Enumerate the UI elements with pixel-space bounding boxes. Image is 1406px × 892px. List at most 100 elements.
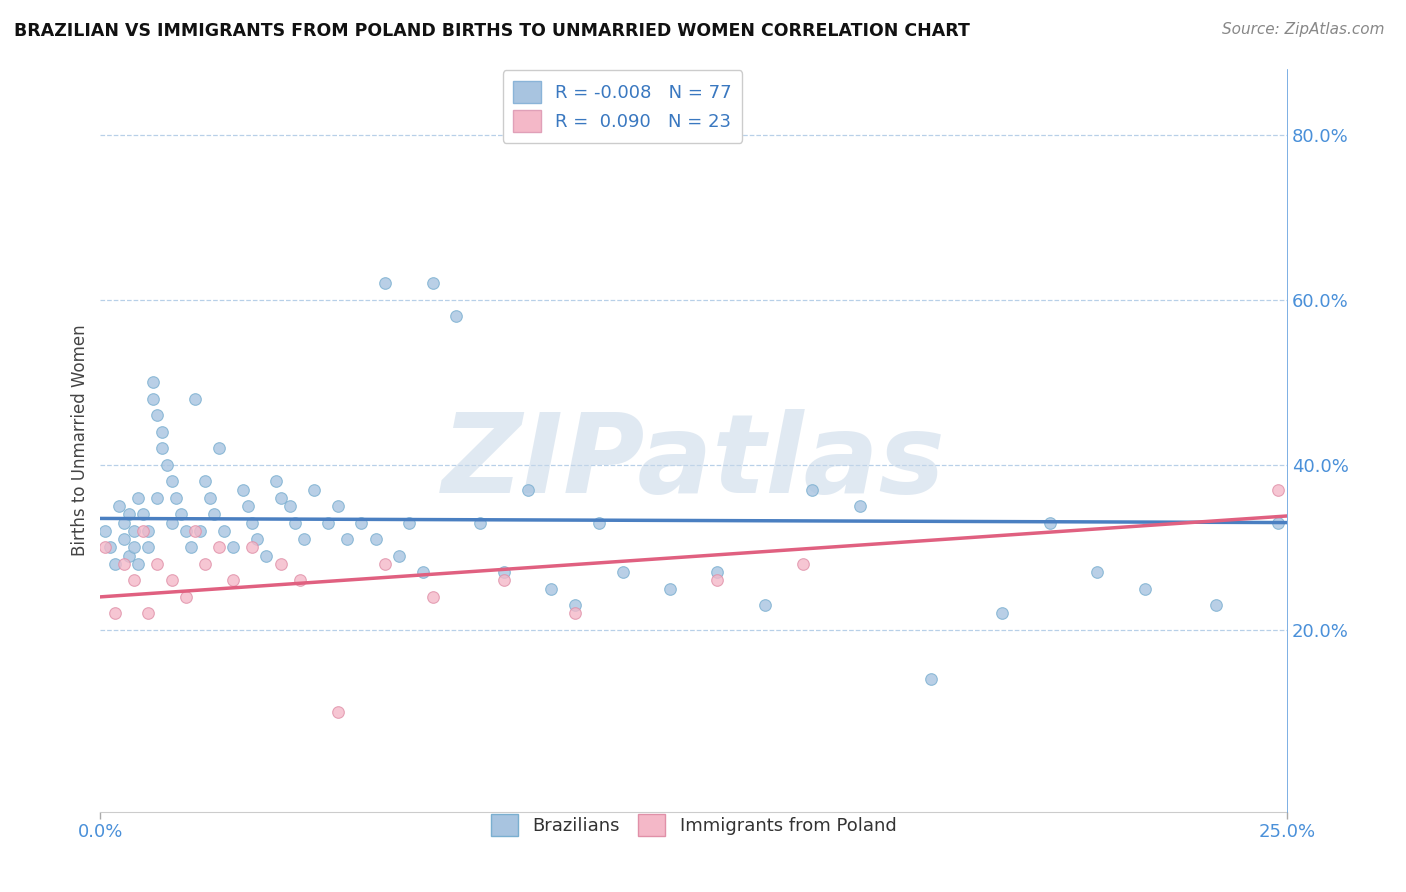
Point xyxy=(142,376,165,390)
Point xyxy=(194,475,217,489)
Point xyxy=(170,508,193,522)
Point xyxy=(174,590,197,604)
Point xyxy=(659,582,682,596)
Point xyxy=(98,541,121,555)
Point xyxy=(920,673,942,687)
Point xyxy=(468,516,491,530)
Point xyxy=(112,516,135,530)
Point xyxy=(127,557,149,571)
Point xyxy=(1205,598,1227,612)
Point xyxy=(849,499,872,513)
Point xyxy=(1039,516,1062,530)
Point xyxy=(364,532,387,546)
Point xyxy=(1267,516,1289,530)
Point xyxy=(246,532,269,546)
Point xyxy=(326,706,349,720)
Point xyxy=(278,499,301,513)
Point xyxy=(132,508,155,522)
Point xyxy=(388,549,411,563)
Point xyxy=(104,557,127,571)
Point xyxy=(236,499,259,513)
Point xyxy=(160,475,183,489)
Point xyxy=(264,475,287,489)
Point xyxy=(564,607,586,621)
Point xyxy=(516,483,538,497)
Point xyxy=(208,442,231,456)
Point xyxy=(108,499,131,513)
Point xyxy=(208,541,231,555)
Point xyxy=(94,524,117,538)
Point xyxy=(588,516,610,530)
Point xyxy=(112,557,135,571)
Point xyxy=(136,524,159,538)
Point xyxy=(374,276,396,290)
Point xyxy=(122,524,145,538)
Point xyxy=(194,557,217,571)
Point xyxy=(142,392,165,406)
Y-axis label: Births to Unmarried Women: Births to Unmarried Women xyxy=(72,324,89,556)
Point xyxy=(240,541,263,555)
Point xyxy=(232,483,254,497)
Point xyxy=(422,276,444,290)
Point xyxy=(94,541,117,555)
Point xyxy=(118,508,141,522)
Point xyxy=(212,524,235,538)
Point xyxy=(374,557,396,571)
Point xyxy=(754,598,776,612)
Point xyxy=(104,607,127,621)
Point xyxy=(198,491,221,505)
Point xyxy=(184,392,207,406)
Point xyxy=(326,499,349,513)
Point xyxy=(1085,565,1108,579)
Point xyxy=(492,565,515,579)
Point xyxy=(184,524,207,538)
Point xyxy=(240,516,263,530)
Point xyxy=(150,425,173,439)
Point xyxy=(127,491,149,505)
Point xyxy=(398,516,420,530)
Point xyxy=(174,524,197,538)
Point xyxy=(136,541,159,555)
Point xyxy=(136,607,159,621)
Point xyxy=(336,532,359,546)
Point xyxy=(132,524,155,538)
Point xyxy=(160,516,183,530)
Point xyxy=(706,574,728,588)
Point xyxy=(294,532,316,546)
Legend: Brazilians, Immigrants from Poland: Brazilians, Immigrants from Poland xyxy=(484,807,904,843)
Point xyxy=(222,574,245,588)
Point xyxy=(288,574,311,588)
Point xyxy=(270,491,292,505)
Point xyxy=(801,483,824,497)
Point xyxy=(316,516,339,530)
Text: Source: ZipAtlas.com: Source: ZipAtlas.com xyxy=(1222,22,1385,37)
Point xyxy=(284,516,307,530)
Point xyxy=(222,541,245,555)
Point xyxy=(146,557,169,571)
Point xyxy=(1267,483,1289,497)
Point xyxy=(156,458,179,472)
Point xyxy=(612,565,634,579)
Point xyxy=(146,409,169,423)
Point xyxy=(122,541,145,555)
Point xyxy=(412,565,434,579)
Point xyxy=(792,557,814,571)
Point xyxy=(146,491,169,505)
Point xyxy=(256,549,278,563)
Point xyxy=(150,442,173,456)
Point xyxy=(302,483,325,497)
Point xyxy=(706,565,728,579)
Point xyxy=(165,491,187,505)
Point xyxy=(446,309,468,323)
Point xyxy=(564,598,586,612)
Point xyxy=(540,582,562,596)
Point xyxy=(118,549,141,563)
Point xyxy=(1133,582,1156,596)
Point xyxy=(122,574,145,588)
Point xyxy=(422,590,444,604)
Point xyxy=(350,516,373,530)
Point xyxy=(188,524,211,538)
Point xyxy=(202,508,225,522)
Point xyxy=(270,557,292,571)
Text: ZIPatlas: ZIPatlas xyxy=(441,409,946,516)
